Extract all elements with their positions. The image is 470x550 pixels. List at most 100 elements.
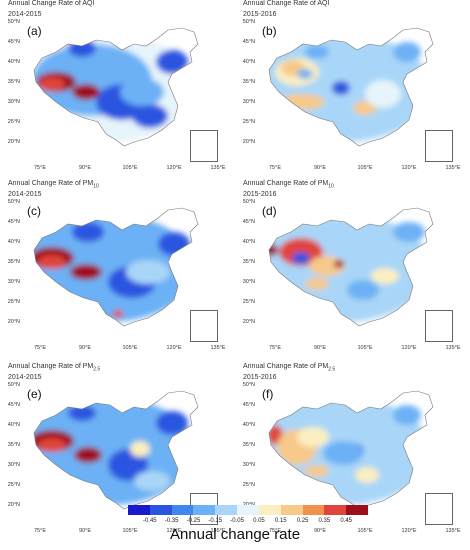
- lat-tick-label: 20°N: [242, 319, 255, 325]
- lat-tick-label: 50°N: [7, 19, 20, 25]
- map-area: (a) 50°N 45°N 40°N 35°N 30°N 25°N 20°N 75°E 90°E 1…: [8, 19, 226, 171]
- colorbar-swatch: [258, 505, 281, 515]
- lat-tick-label: 50°N: [242, 199, 255, 205]
- lon-tick-label: 75°E: [269, 165, 281, 171]
- lon-tick-label: 75°E: [34, 528, 46, 534]
- lon-tick-label: 90°E: [314, 528, 326, 534]
- map-area: (d) 50°N 45°N 40°N 35°N 30°N 25°N 20°N 75°E 90°E 1…: [243, 199, 461, 351]
- lat-tick-label: 30°N: [242, 462, 255, 468]
- change-region: [305, 278, 329, 290]
- lon-tick-label: 105°E: [357, 345, 373, 351]
- lon-tick-label: 90°E: [79, 528, 91, 534]
- lat-tick-label: 35°N: [7, 79, 20, 85]
- lon-tick-label: 105°E: [122, 528, 138, 534]
- map-area: (c) 50°N 45°N 40°N 35°N 30°N 25°N 20°N 75°E 90°E 1…: [8, 199, 226, 351]
- map-area: (b) 50°N 45°N 40°N 35°N 30°N 25°N 20°N 75°E 90°E 1…: [243, 19, 461, 171]
- lat-tick-label: 40°N: [242, 422, 255, 428]
- lon-tick-label: 90°E: [79, 345, 91, 351]
- panel-tag: (d): [262, 204, 277, 218]
- lon-tick-label: 105°E: [357, 165, 373, 171]
- lat-tick-label: 35°N: [242, 259, 255, 265]
- lat-tick-label: 20°N: [7, 502, 20, 508]
- colorbar-swatch: [324, 505, 347, 515]
- change-region: [158, 232, 190, 256]
- lat-tick-label: 50°N: [7, 382, 20, 388]
- colorbar-swatch: [302, 505, 325, 515]
- china-outline: [33, 27, 199, 147]
- lat-tick-label: 30°N: [7, 279, 20, 285]
- lon-tick-label: 120°E: [401, 345, 417, 351]
- change-region: [113, 310, 123, 318]
- panel-title: Annual Change Rate of PM10 2014-2015: [8, 180, 99, 198]
- lat-tick-label: 40°N: [242, 59, 255, 65]
- lat-tick-label: 35°N: [7, 259, 20, 265]
- lon-tick-label: 75°E: [34, 165, 46, 171]
- lat-tick-label: 30°N: [242, 99, 255, 105]
- colorbar-swatch: [171, 505, 194, 515]
- lon-tick-label: 120°E: [166, 528, 182, 534]
- lat-tick-label: 20°N: [7, 139, 20, 145]
- change-region: [365, 80, 401, 108]
- change-region: [70, 264, 102, 280]
- change-region: [353, 101, 377, 115]
- lon-tick-label: 135°E: [445, 345, 461, 351]
- map-panel-d: Annual Change Rate of PM10 2015-2016 (d) 50…: [235, 180, 463, 351]
- change-region: [132, 104, 168, 128]
- lat-tick-label: 25°N: [242, 299, 255, 305]
- colorbar-swatch: [128, 505, 150, 515]
- change-region: [120, 78, 164, 106]
- china-map: [33, 390, 199, 510]
- south-china-sea-inset: [190, 130, 218, 162]
- colorbar-swatch: [237, 505, 259, 515]
- lon-tick-label: 120°E: [166, 345, 182, 351]
- change-region: [393, 222, 425, 242]
- china-map: [33, 27, 199, 147]
- change-region: [393, 42, 421, 62]
- lon-tick-label: 90°E: [314, 165, 326, 171]
- panel-title: Annual Change Rate of PM10 2015-2016: [243, 180, 334, 198]
- panel-tag: (f): [262, 387, 274, 401]
- lon-tick-label: 105°E: [122, 165, 138, 171]
- change-region: [297, 69, 313, 79]
- change-region: [269, 244, 278, 256]
- lon-tick-label: 135°E: [445, 165, 461, 171]
- south-china-sea-inset: [425, 493, 453, 525]
- china-map: [268, 390, 434, 510]
- lat-tick-label: 45°N: [7, 219, 20, 225]
- map-panel-b: Annual Change Rate of AQI 2015-2016 (b) 50°…: [235, 0, 463, 171]
- south-china-sea-inset: [425, 310, 453, 342]
- lat-tick-label: 40°N: [7, 239, 20, 245]
- lat-tick-label: 35°N: [242, 79, 255, 85]
- colorbar-tick-label: -0.35: [164, 518, 179, 524]
- lat-tick-label: 30°N: [7, 462, 20, 468]
- lon-tick-label: 135°E: [445, 528, 461, 534]
- lat-tick-label: 30°N: [7, 99, 20, 105]
- china-map: [268, 27, 434, 147]
- panel-tag: (c): [27, 204, 41, 218]
- change-region: [305, 45, 329, 59]
- lat-tick-label: 45°N: [7, 39, 20, 45]
- change-region: [347, 280, 379, 300]
- map-area: (f)50°N45°N40°N35°N30°N25°N20°N75°E90°E1…: [243, 382, 461, 534]
- lon-tick-label: 135°E: [210, 528, 226, 534]
- change-region: [68, 405, 96, 421]
- china-outline: [268, 27, 434, 147]
- lat-tick-label: 40°N: [7, 422, 20, 428]
- lon-tick-label: 135°E: [210, 165, 226, 171]
- colorbar-label: Annual change rate: [169, 526, 301, 543]
- lat-tick-label: 45°N: [7, 402, 20, 408]
- lat-tick-label: 20°N: [242, 139, 255, 145]
- change-region: [323, 441, 363, 465]
- panel-title: Annual Change Rate of PM2.5 2015-2016: [243, 363, 336, 381]
- china-outline: [33, 207, 199, 327]
- map-panel-a: Annual Change Rate of AQI 2014-2015 (a) 50°…: [0, 0, 228, 171]
- lat-tick-label: 25°N: [7, 119, 20, 125]
- change-region: [156, 50, 188, 74]
- china-map: [268, 207, 434, 327]
- panel-title: Annual Change Rate of PM2.5 2014-2015: [8, 363, 101, 381]
- change-region: [72, 84, 100, 100]
- colorbar-tick-label: -0.05: [230, 518, 244, 524]
- lat-tick-label: 50°N: [242, 382, 255, 388]
- lon-tick-label: 75°E: [269, 528, 281, 534]
- colorbar-swatch: [193, 505, 216, 515]
